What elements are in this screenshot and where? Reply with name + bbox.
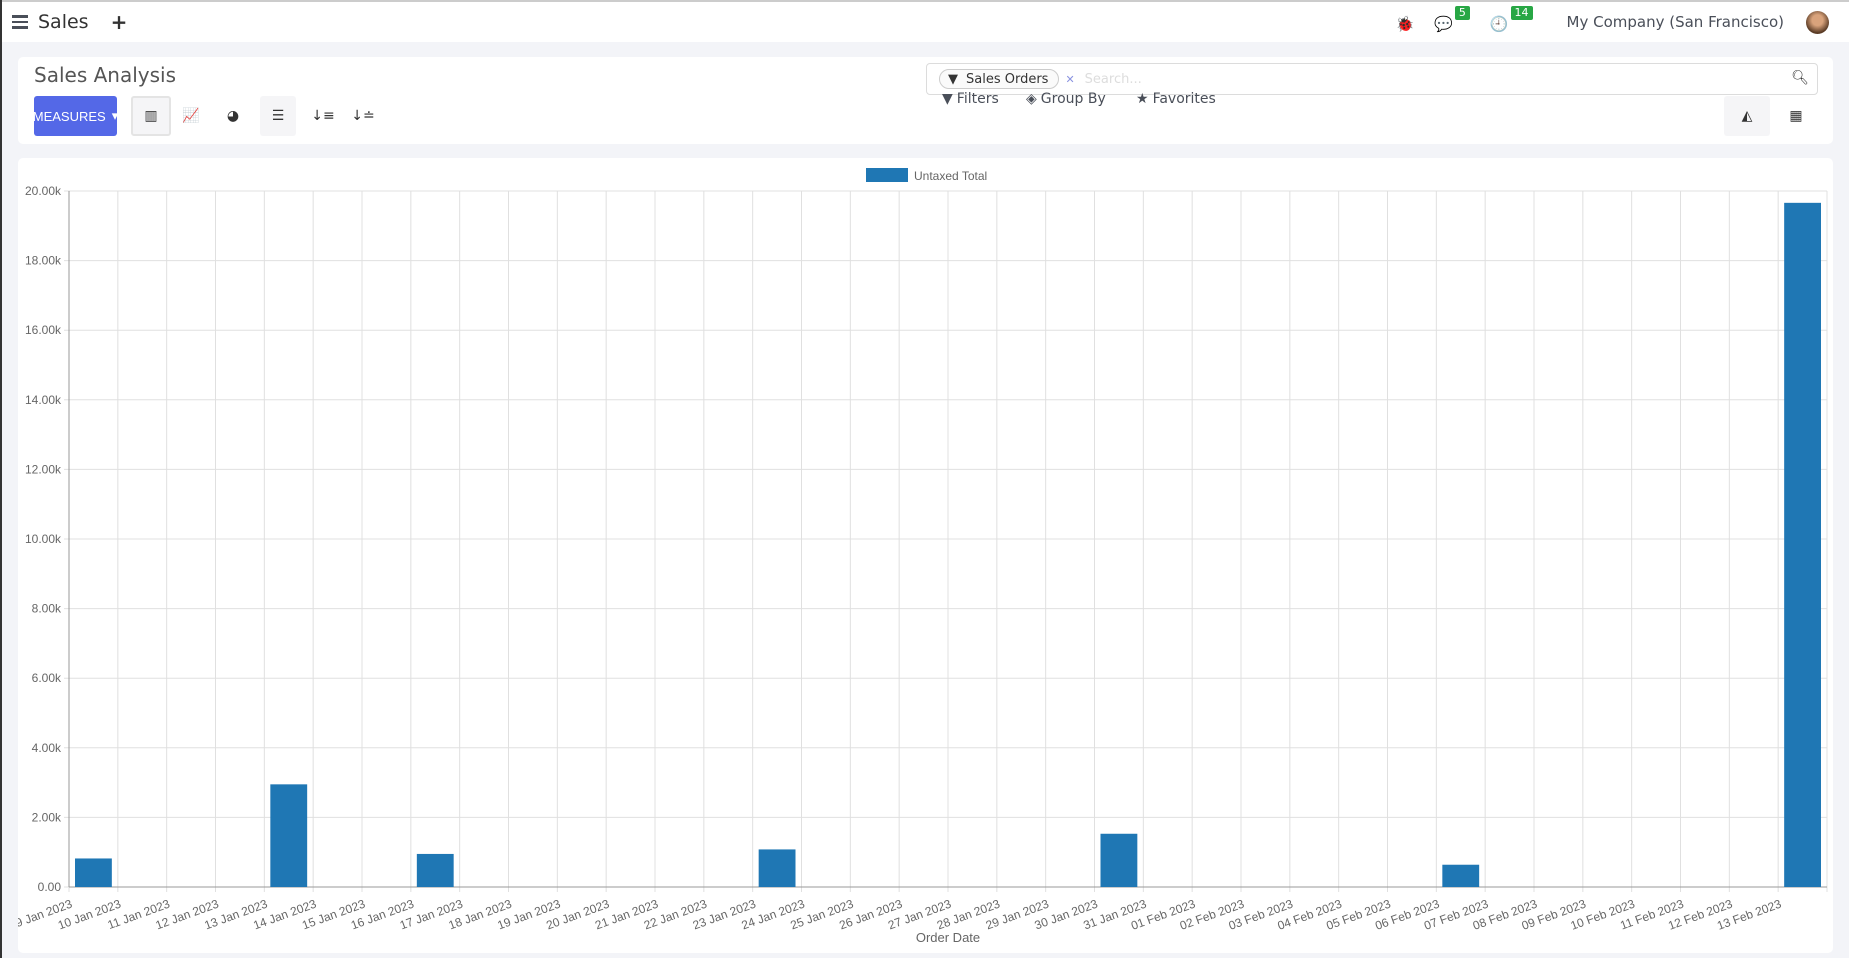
favorites-button[interactable]: ★ Favorites	[1136, 91, 1216, 107]
filter-icon: ▼	[942, 91, 953, 107]
activities-badge: 14	[1510, 6, 1533, 20]
bar	[1442, 864, 1480, 887]
measures-button[interactable]: MEASURES ▾	[32, 96, 119, 136]
area-chart-icon: ◭	[1741, 108, 1753, 124]
y-tick-label: 0.00	[38, 880, 62, 894]
legend-label: Untaxed Total	[914, 169, 987, 183]
y-tick-label: 6.00k	[32, 671, 62, 685]
y-tick-label: 8.00k	[32, 602, 62, 616]
bug-icon[interactable]: 🐞	[1395, 15, 1415, 33]
bar	[1784, 202, 1821, 887]
page-title: Sales Analysis	[34, 63, 176, 87]
pie-chart-icon: ◕	[226, 108, 240, 124]
bar	[1100, 833, 1138, 887]
y-tick-label: 16.00k	[25, 323, 62, 337]
caret-down-icon: ▾	[111, 108, 119, 123]
bar	[270, 784, 308, 887]
legend-swatch	[866, 168, 908, 182]
facet-label: Sales Orders	[966, 71, 1049, 87]
messages-menu[interactable]: 💬 5	[1434, 6, 1470, 34]
x-axis-label: Order Date	[916, 930, 980, 945]
graph-view-button[interactable]: ◭	[1724, 96, 1770, 136]
debug-menu[interactable]: 🐞	[1395, 10, 1414, 34]
y-tick-label: 10.00k	[25, 532, 62, 546]
line-chart-icon: 📈	[182, 108, 200, 124]
line-chart-button[interactable]: 📈	[171, 96, 211, 136]
menu-icon[interactable]	[12, 15, 28, 29]
bar	[416, 853, 454, 887]
top-navbar: Sales + 🐞 💬 5 🕘 14 My Company (San Francis…	[2, 0, 1849, 42]
chart-card: 0.00 2.00k 4.00k 6.00k 8.00k 10.00k 12.00k 14.0…	[18, 158, 1833, 953]
bar-chart-icon: ▥	[144, 108, 158, 124]
y-tick-label: 20.00k	[25, 184, 62, 198]
activities-icon[interactable]: 🕘	[1489, 15, 1509, 33]
search-icon[interactable]: 🔍︎	[1791, 70, 1809, 86]
y-tick-label: 2.00k	[32, 810, 62, 824]
bar	[75, 858, 112, 887]
pie-chart-button[interactable]: ◕	[213, 96, 253, 136]
messages-badge: 5	[1454, 6, 1470, 20]
y-tick-label: 18.00k	[25, 254, 62, 268]
control-panel: Sales Analysis MEASURES ▾ ▥ 📈 ◕ ☰ ↓≡ ↓≐ ▼…	[18, 57, 1833, 144]
messages-icon[interactable]: 💬	[1434, 15, 1453, 33]
search-bar[interactable]: ▼ Sales Orders ✕ Search... 🔍︎	[926, 63, 1818, 95]
filters-label: Filters	[956, 91, 999, 107]
y-tick-label: 14.00k	[25, 393, 62, 407]
app-title[interactable]: Sales	[38, 11, 89, 33]
remove-facet-icon[interactable]: ✕	[1065, 72, 1075, 86]
filters-button[interactable]: ▼ Filters	[942, 91, 999, 107]
table-icon: ▦	[1789, 108, 1803, 124]
search-facet[interactable]: ▼ Sales Orders	[939, 69, 1060, 89]
pivot-view-button[interactable]: ▦	[1776, 96, 1816, 136]
company-switcher[interactable]: My Company (San Francisco)	[1566, 13, 1784, 31]
groupby-label: Group By	[1040, 91, 1106, 107]
database-icon: ☰	[271, 108, 285, 124]
filter-icon: ▼	[948, 71, 958, 87]
stacked-button[interactable]: ☰	[260, 96, 296, 136]
favorites-label: Favorites	[1152, 91, 1216, 107]
avatar[interactable]	[1806, 10, 1829, 34]
measures-label: MEASURES	[32, 108, 106, 124]
layers-icon: ◈	[1026, 91, 1037, 107]
sort-descending-button[interactable]: ↓≡	[303, 96, 343, 136]
plus-icon[interactable]: +	[110, 10, 128, 34]
groupby-button[interactable]: ◈ Group By	[1026, 91, 1106, 107]
bar	[758, 849, 796, 887]
y-tick-label: 12.00k	[25, 462, 62, 476]
bar-chart: 0.00 2.00k 4.00k 6.00k 8.00k 10.00k 12.00k 14.0…	[18, 168, 1828, 945]
sort-descending-icon: ↓≡	[311, 108, 335, 124]
activities-menu[interactable]: 🕘 14	[1489, 6, 1533, 34]
search-input[interactable]: Search...	[1084, 71, 1142, 87]
sort-ascending-button[interactable]: ↓≐	[343, 96, 383, 136]
y-tick-label: 4.00k	[32, 741, 62, 755]
star-icon: ★	[1136, 91, 1149, 107]
bar-chart-button[interactable]: ▥	[131, 96, 171, 136]
sort-ascending-icon: ↓≐	[351, 108, 375, 124]
